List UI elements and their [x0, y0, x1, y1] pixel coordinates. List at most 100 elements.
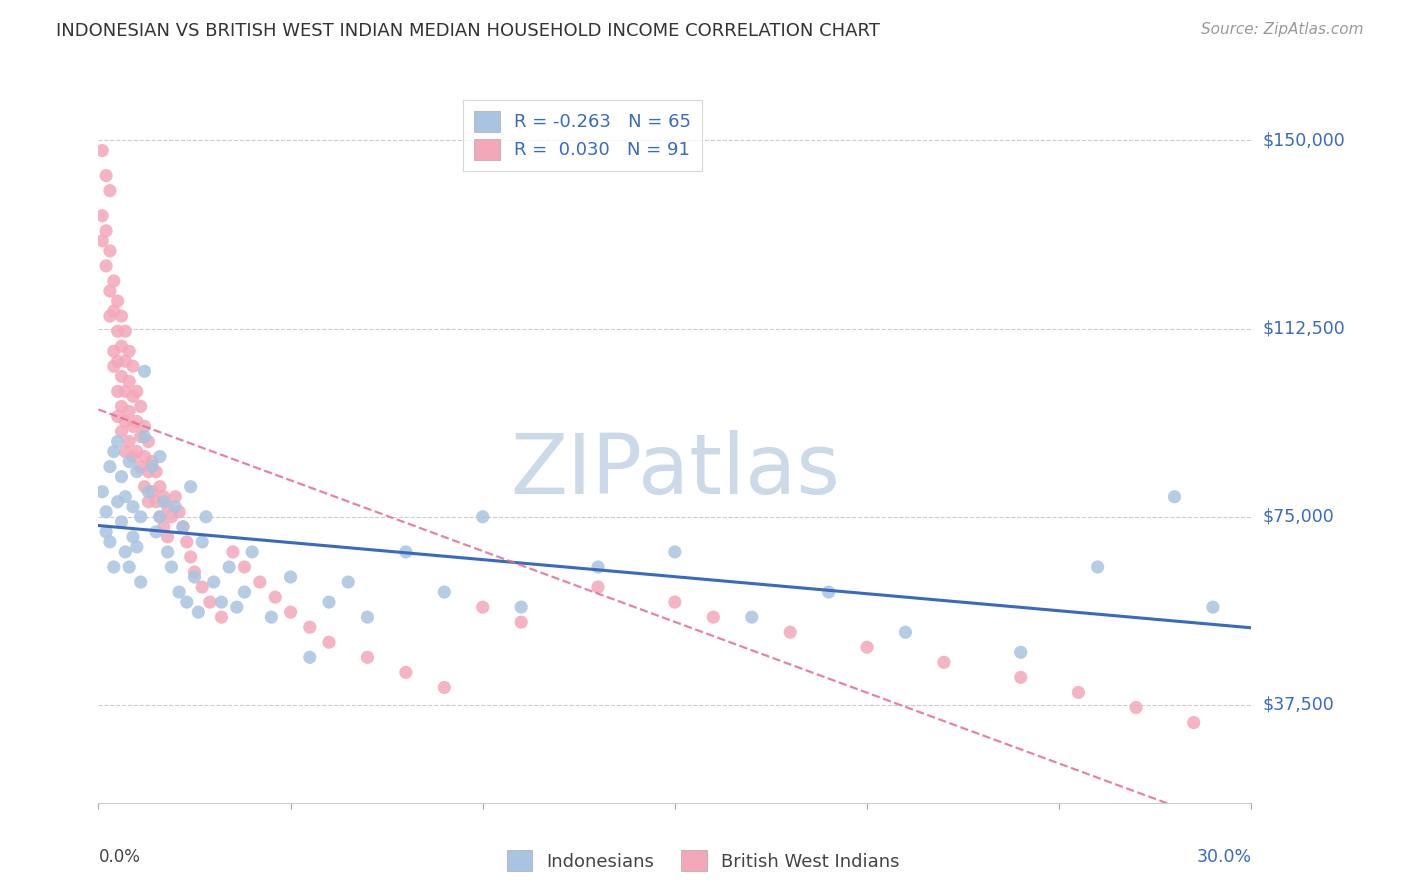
Point [167, 585, 190, 599]
Point [114, 490, 136, 504]
Point [222, 545, 245, 559]
Point [91, 209, 114, 223]
Point [145, 465, 167, 479]
Point [664, 545, 686, 559]
Point [702, 610, 724, 624]
Point [198, 595, 221, 609]
Point [110, 515, 132, 529]
Point [134, 450, 156, 464]
Point [149, 509, 172, 524]
Point [152, 494, 174, 508]
Point [122, 530, 145, 544]
Point [218, 560, 240, 574]
Point [125, 414, 148, 428]
Point [134, 480, 156, 494]
Point [134, 419, 156, 434]
Point [1087, 560, 1109, 574]
Point [103, 359, 125, 374]
Point [114, 324, 136, 338]
Point [125, 540, 148, 554]
Point [152, 520, 174, 534]
Point [209, 595, 232, 609]
Point [141, 454, 163, 468]
Point [129, 429, 152, 443]
Point [98, 184, 121, 198]
Point [1010, 670, 1032, 684]
Point [122, 389, 145, 403]
Point [114, 354, 136, 368]
Point [114, 384, 136, 399]
Point [172, 520, 194, 534]
Point [856, 640, 879, 655]
Point [114, 414, 136, 428]
Point [125, 465, 148, 479]
Point [1163, 490, 1185, 504]
Point [94, 224, 117, 238]
Point [103, 274, 125, 288]
Point [98, 244, 121, 258]
Point [138, 494, 160, 508]
Point [356, 610, 378, 624]
Text: $75,000: $75,000 [1263, 508, 1334, 525]
Point [145, 524, 167, 539]
Point [510, 600, 533, 615]
Point [118, 454, 141, 468]
Point [110, 400, 132, 414]
Point [183, 570, 205, 584]
Point [118, 560, 141, 574]
Point [280, 570, 302, 584]
Point [932, 655, 955, 669]
Point [107, 384, 129, 399]
Point [894, 625, 917, 640]
Point [249, 574, 271, 589]
Point [318, 595, 340, 609]
Point [149, 509, 172, 524]
Point [129, 400, 152, 414]
Point [103, 304, 125, 318]
Point [122, 359, 145, 374]
Text: Source: ZipAtlas.com: Source: ZipAtlas.com [1201, 22, 1364, 37]
Text: ZIPatlas: ZIPatlas [510, 430, 839, 511]
Point [129, 509, 152, 524]
Point [122, 450, 145, 464]
Point [1182, 715, 1205, 730]
Point [103, 560, 125, 574]
Point [1125, 700, 1147, 714]
Point [110, 339, 132, 353]
Point [98, 284, 121, 298]
Point [129, 459, 152, 474]
Text: 30.0%: 30.0% [1197, 848, 1251, 866]
Point [149, 480, 172, 494]
Point [167, 505, 190, 519]
Text: $37,500: $37,500 [1263, 696, 1334, 714]
Point [318, 635, 340, 649]
Point [160, 509, 183, 524]
Point [510, 615, 533, 630]
Point [1067, 685, 1090, 699]
Point [586, 580, 609, 594]
Point [156, 545, 179, 559]
Point [118, 374, 141, 388]
Point [107, 434, 129, 449]
Point [91, 484, 114, 499]
Point [138, 484, 160, 499]
Text: $150,000: $150,000 [1263, 131, 1346, 150]
Point [122, 500, 145, 514]
Point [110, 309, 132, 323]
Point [172, 520, 194, 534]
Point [110, 369, 132, 384]
Point [141, 484, 163, 499]
Point [664, 595, 686, 609]
Point [202, 574, 225, 589]
Point [433, 585, 456, 599]
Point [817, 585, 839, 599]
Point [107, 409, 129, 424]
Point [107, 354, 129, 368]
Point [586, 560, 609, 574]
Point [122, 419, 145, 434]
Text: 0.0%: 0.0% [98, 848, 141, 866]
Point [107, 324, 129, 338]
Point [298, 650, 321, 665]
Point [125, 384, 148, 399]
Point [260, 610, 283, 624]
